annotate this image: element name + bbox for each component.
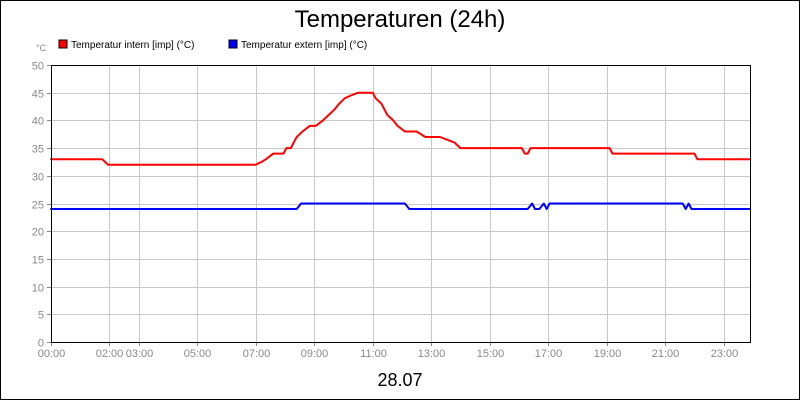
series-lines xyxy=(50,91,751,210)
legend-label-1: Temperatur intern [imp] (°C) xyxy=(71,40,194,51)
x-tick-label: 05:00 xyxy=(184,348,212,360)
x-tick-label: 21:00 xyxy=(652,348,680,360)
legend-label-2: Temperatur extern [imp] (°C) xyxy=(241,40,367,51)
y-tick-label: 20 xyxy=(32,227,44,239)
y-tick-label: 25 xyxy=(32,200,44,212)
x-tick-label: 02:00 xyxy=(96,348,124,360)
x-axis-date-label: 28.07 xyxy=(377,370,422,390)
x-tick-label: 19:00 xyxy=(594,348,622,360)
y-tick-label: 10 xyxy=(32,283,44,295)
x-tick-label: 13:00 xyxy=(418,348,446,360)
y-tick-label: 30 xyxy=(32,172,44,184)
series-line-1 xyxy=(50,91,751,166)
y-tick-label: 15 xyxy=(32,255,44,267)
y-tick-label: 50 xyxy=(32,61,44,73)
y-tick-label: 35 xyxy=(32,144,44,156)
x-tick-label: 03:00 xyxy=(126,348,154,360)
x-tick-label: 17:00 xyxy=(535,348,563,360)
x-tick-label: 15:00 xyxy=(477,348,505,360)
x-tick-label: 11:00 xyxy=(360,348,387,360)
y-tick-label: 45 xyxy=(32,89,44,101)
chart-title: Temperaturen (24h) xyxy=(295,6,506,33)
x-tick-label: 07:00 xyxy=(243,348,271,360)
y-tick-label: 0 xyxy=(38,338,44,350)
y-axis-unit: °C xyxy=(36,43,47,53)
plot-area-border xyxy=(51,65,751,343)
x-tick-label: 00:00 xyxy=(38,348,66,360)
x-tick-label: 23:00 xyxy=(711,348,739,360)
y-tick-label: 40 xyxy=(32,116,44,128)
legend-swatch-2 xyxy=(228,39,238,49)
x-axis-ticks: 00:00 02:00 03:00 05:00 07:00 09:00 11:00 13:00… xyxy=(38,342,739,360)
legend: Temperatur intern [imp] (°C) Temperatur e… xyxy=(58,39,367,51)
series-line-2 xyxy=(50,202,751,210)
y-axis-ticks: 0 5 10 15 20 25 30 35 40 45 50 xyxy=(32,61,51,350)
y-tick-label: 5 xyxy=(38,310,44,322)
x-tick-label: 09:00 xyxy=(301,348,329,360)
legend-swatch-1 xyxy=(58,39,68,49)
